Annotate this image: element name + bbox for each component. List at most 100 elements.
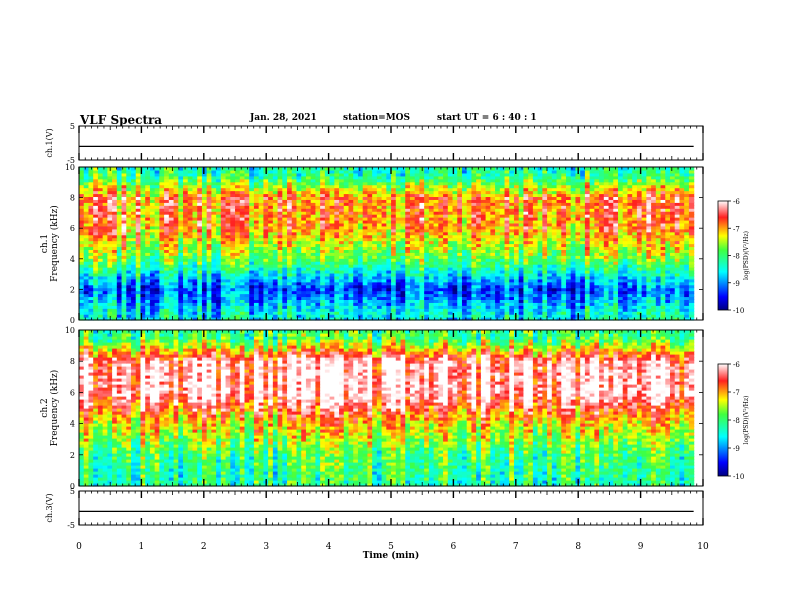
spectrogram-cell [149,311,156,315]
spectrogram-cell [83,228,90,233]
spectrogram-cell [244,299,250,303]
spectrogram-cell [272,284,279,289]
spectrogram-cell [547,305,553,309]
spectrogram-cell [357,225,364,230]
spectrogram-cell [301,269,307,274]
spectrogram-cell [367,296,373,300]
spectrogram-cell [599,299,605,303]
spectrogram-cell [570,219,577,224]
spectrogram-cell [565,211,572,215]
spectrogram-cell [320,311,326,315]
spectrogram-cell [513,258,520,262]
spectrogram-cell [665,214,671,218]
spectrogram-cell [168,302,175,306]
spectrogram-cell [547,240,553,245]
spectrogram-cell [504,240,510,245]
spectrogram-cell [164,255,170,259]
spectrogram-cell [438,284,444,289]
spectrogram-cell [353,302,359,306]
spectrogram-cell [594,302,600,306]
spectrogram-cell [646,278,652,283]
spectrogram-cell [391,287,397,292]
spectrogram-cell [461,299,468,303]
spectrogram-cell [386,249,392,253]
spectrogram-cell [291,211,298,215]
spectrogram-cell [339,302,345,306]
spectrogram-cell [206,208,212,212]
spectrogram-cell [277,208,283,212]
spectrogram-cell [438,293,444,298]
spectrogram-cell [97,287,104,292]
spectrogram-cell [622,317,629,321]
spectrogram-cell [395,231,402,236]
spectrogram-cell [112,255,118,259]
spectrogram-cell [296,258,302,262]
spectrogram-cell [315,267,321,271]
spectrogram-cell [655,317,662,321]
spectrogram-cell [206,317,212,321]
spectrogram-cell [220,264,227,268]
spectrogram-cell [102,208,108,212]
spectrogram-cell [79,275,85,280]
spectrogram-cell [684,208,690,212]
spectrogram-cell [476,249,482,253]
spectrogram-cell [599,228,605,233]
spectrogram-cell [168,234,175,239]
spectrogram-cell [88,258,94,262]
spectrogram-cell [490,208,496,212]
spectrogram-cell [178,284,184,289]
spectrogram-cell [438,281,444,286]
spectrogram-cell [461,261,468,265]
spectrogram-cell [414,293,421,298]
spectrogram-cell [211,243,217,248]
spectrogram-cell [551,208,558,212]
spectrogram-cell [518,305,525,309]
spectrogram-cell [154,305,160,309]
spectrogram-cell [513,281,520,286]
spectrogram-cell [357,284,364,289]
spectrogram-cell [608,222,614,227]
spectrogram-cell [291,299,298,303]
spectrogram-cell [329,237,335,242]
spectrogram-cell [381,246,387,250]
spectrogram-cell [310,214,316,218]
spectrogram-cell [684,296,690,300]
spectrogram-cell [480,234,487,239]
spectrogram-cell [173,272,179,277]
spectrogram-cell [220,269,227,274]
spectrogram-cell [272,249,279,253]
spectrogram-cell [688,278,695,283]
spectrogram-cell [220,205,227,209]
spectrogram-cell [220,275,227,280]
spectrogram-cell [239,246,246,250]
spectrogram-cell [287,255,293,259]
spectrogram-cell [575,305,581,309]
spectrogram-cell [324,243,331,248]
spectrogram-cell [603,258,610,262]
spectrogram-cell [310,293,316,298]
spectrogram-cell [164,314,170,318]
spectrogram-cell [211,255,217,259]
spectrogram-cell [305,305,312,309]
spectrogram-cell [655,287,662,292]
spectrogram-cell [376,219,383,224]
spectrogram-cell [135,267,142,271]
spectrogram-cell [433,261,439,265]
spectrogram-cell [509,308,515,312]
spectrogram-cell [126,258,132,262]
spectrogram-cell [599,296,605,300]
spectrogram-cell [93,287,99,292]
spectrogram-cell [367,214,373,218]
spectrogram-cell [551,317,558,321]
spectrogram-cell [376,258,383,262]
spectrogram-cell [93,205,99,209]
spectrogram-cell [348,237,354,242]
spectrogram-cell [599,290,605,295]
spectrogram-cell [372,264,378,268]
spectrogram-cell [320,314,326,318]
spectrogram-cell [216,308,222,312]
spectrogram-cell [499,269,506,274]
spectrogram-cell [641,258,647,262]
spectrogram-cell [140,208,146,212]
spectrogram-cell [447,272,454,277]
